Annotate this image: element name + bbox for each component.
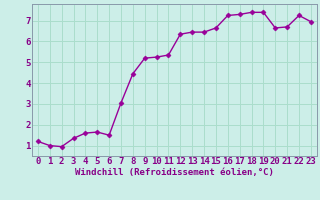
X-axis label: Windchill (Refroidissement éolien,°C): Windchill (Refroidissement éolien,°C): [75, 168, 274, 177]
